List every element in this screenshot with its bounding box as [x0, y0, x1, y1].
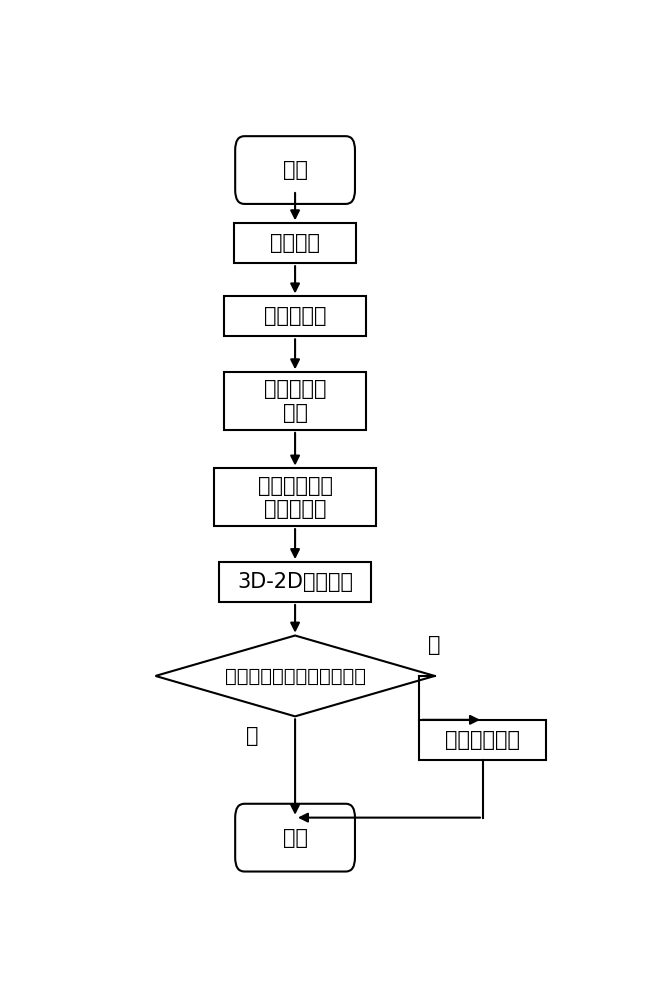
- Text: 当前帧与参考
帧特征匹配: 当前帧与参考 帧特征匹配: [257, 476, 333, 519]
- Bar: [219, 562, 371, 602]
- FancyBboxPatch shape: [235, 136, 355, 204]
- FancyBboxPatch shape: [235, 804, 355, 872]
- Text: 计算深度信息: 计算深度信息: [445, 730, 521, 750]
- Bar: [224, 296, 366, 336]
- Text: 运动估计: 运动估计: [270, 233, 320, 253]
- Bar: [234, 223, 356, 263]
- Polygon shape: [155, 636, 435, 716]
- Text: 当前帧是否加入局部地图？: 当前帧是否加入局部地图？: [225, 666, 365, 685]
- Text: 结束: 结束: [282, 828, 308, 848]
- Text: 当前帧特征
提取: 当前帧特征 提取: [264, 379, 326, 423]
- Text: 选取参考帧: 选取参考帧: [264, 306, 326, 326]
- Bar: [224, 372, 366, 430]
- Bar: [419, 720, 546, 760]
- Text: 是: 是: [428, 635, 441, 655]
- Text: 开始: 开始: [282, 160, 308, 180]
- Text: 3D-2D运动求解: 3D-2D运动求解: [237, 572, 353, 592]
- Bar: [214, 468, 376, 526]
- Text: 否: 否: [246, 726, 258, 746]
